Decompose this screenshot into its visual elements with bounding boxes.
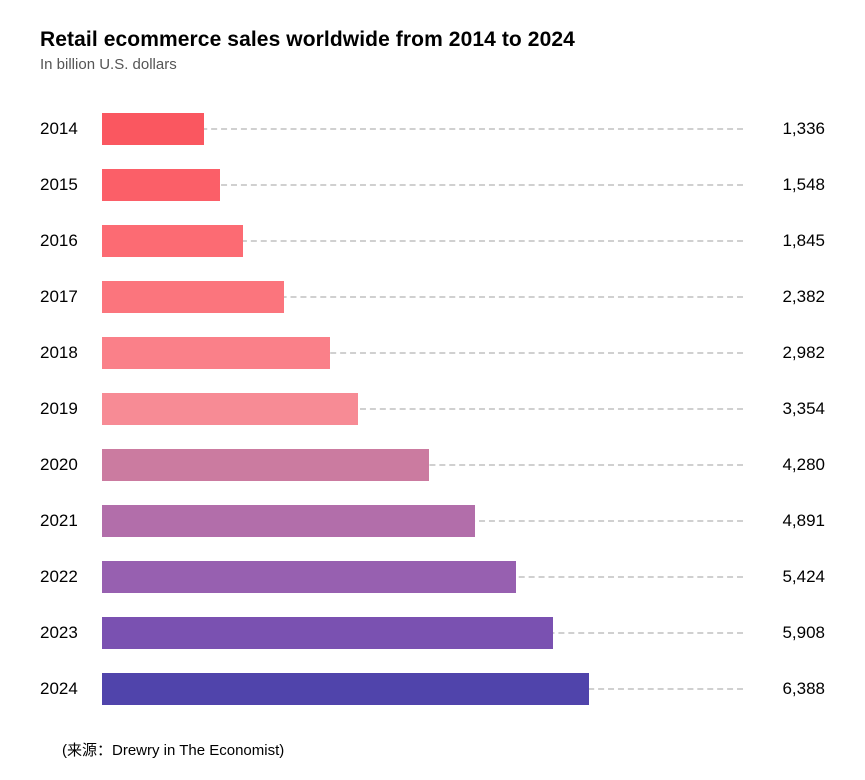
chart-row: 2018 2,982 — [40, 325, 825, 381]
year-label: 2016 — [40, 231, 102, 251]
chart-row: 2017 2,382 — [40, 269, 825, 325]
year-label: 2024 — [40, 679, 102, 699]
year-label: 2015 — [40, 175, 102, 195]
value-label: 2,982 — [743, 343, 825, 363]
bar-cell — [102, 113, 743, 145]
bar-cell — [102, 561, 743, 593]
bar — [102, 673, 589, 705]
chart-row: 2015 1,548 — [40, 157, 825, 213]
bar — [102, 225, 243, 257]
bar — [102, 337, 330, 369]
bar-cell — [102, 673, 743, 705]
year-label: 2021 — [40, 511, 102, 531]
value-label: 5,424 — [743, 567, 825, 587]
bar-cell — [102, 281, 743, 313]
value-label: 3,354 — [743, 399, 825, 419]
chart-title: Retail ecommerce sales worldwide from 20… — [40, 28, 825, 52]
chart-subtitle: In billion U.S. dollars — [40, 56, 825, 73]
year-label: 2014 — [40, 119, 102, 139]
bar — [102, 113, 204, 145]
chart-row: 2024 6,388 — [40, 661, 825, 717]
bar-cell — [102, 617, 743, 649]
bar-cell — [102, 225, 743, 257]
value-label: 1,548 — [743, 175, 825, 195]
bar — [102, 281, 284, 313]
year-label: 2023 — [40, 623, 102, 643]
value-label: 2,382 — [743, 287, 825, 307]
chart-row: 2020 4,280 — [40, 437, 825, 493]
bar-chart: 2014 1,336 2015 1,548 2016 1,845 2017 2,382 2018… — [40, 101, 825, 717]
chart-row: 2023 5,908 — [40, 605, 825, 661]
chart-row: 2019 3,354 — [40, 381, 825, 437]
bar-cell — [102, 449, 743, 481]
bar-cell — [102, 337, 743, 369]
chart-source: (来源：Drewry in The Economist) — [62, 739, 825, 760]
value-label: 1,845 — [743, 231, 825, 251]
bar-cell — [102, 169, 743, 201]
year-label: 2022 — [40, 567, 102, 587]
bar — [102, 617, 553, 649]
chart-row: 2021 4,891 — [40, 493, 825, 549]
year-label: 2019 — [40, 399, 102, 419]
chart-row: 2016 1,845 — [40, 213, 825, 269]
chart-row: 2022 5,424 — [40, 549, 825, 605]
value-label: 4,280 — [743, 455, 825, 475]
bar — [102, 393, 358, 425]
value-label: 5,908 — [743, 623, 825, 643]
bar — [102, 449, 429, 481]
bar — [102, 169, 220, 201]
bar — [102, 561, 516, 593]
bar — [102, 505, 475, 537]
value-label: 4,891 — [743, 511, 825, 531]
year-label: 2017 — [40, 287, 102, 307]
year-label: 2020 — [40, 455, 102, 475]
value-label: 1,336 — [743, 119, 825, 139]
chart-container: Retail ecommerce sales worldwide from 20… — [0, 0, 865, 780]
bar-cell — [102, 505, 743, 537]
value-label: 6,388 — [743, 679, 825, 699]
chart-row: 2014 1,336 — [40, 101, 825, 157]
bar-cell — [102, 393, 743, 425]
year-label: 2018 — [40, 343, 102, 363]
